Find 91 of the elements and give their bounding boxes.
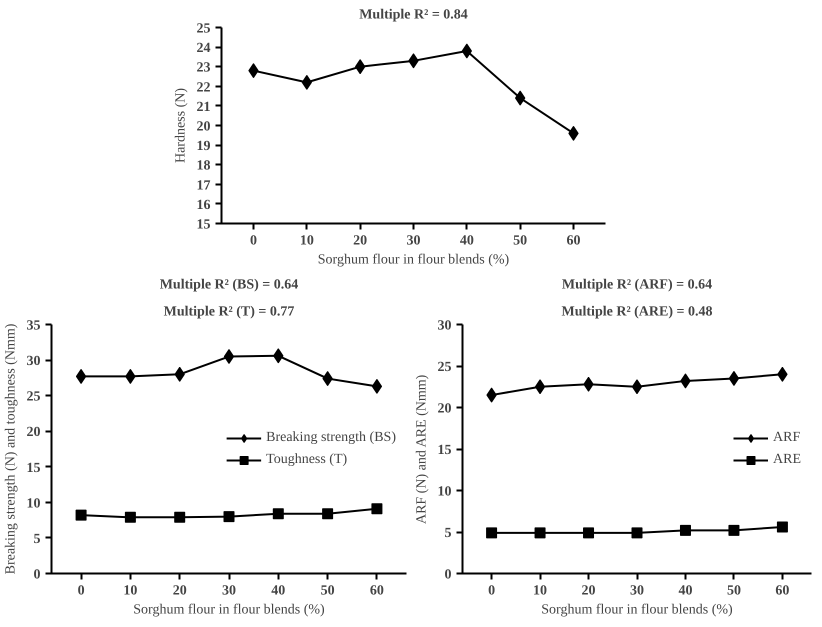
point [583, 376, 594, 392]
y-axis-title: Hardness (N) [174, 88, 188, 164]
x-tick-label: 30 [630, 584, 644, 598]
legend-label: ARE [773, 452, 801, 468]
y-tick-label: 35 [26, 318, 40, 334]
point [125, 368, 136, 384]
x-tick-label: 20 [582, 584, 596, 598]
point [534, 527, 546, 538]
y-tick-label: 22 [196, 80, 210, 96]
legend-label: ARF [773, 430, 800, 446]
y-tick-label: 5 [444, 526, 452, 541]
point [371, 503, 382, 514]
text: Multiple R² (ARE) = 0.48 [562, 304, 712, 320]
x-tick-label: 10 [123, 584, 138, 598]
point [486, 388, 497, 403]
point [680, 373, 691, 388]
x-tick-label: 30 [406, 234, 420, 248]
y-tick-label: 23 [196, 60, 210, 76]
y-tick-label: 24 [196, 41, 210, 56]
y-tick-label: 20 [26, 425, 40, 440]
point [534, 379, 546, 394]
x-axis-title: Sorghum flour in flour blends (%) [133, 602, 326, 618]
x-tick-label: 50 [726, 584, 741, 598]
x-tick-label: 20 [172, 584, 187, 598]
text: Multiple R² = 0.84 [359, 8, 468, 22]
y-tick-label: 10 [26, 496, 40, 512]
y-tick-label: 25 [438, 360, 452, 375]
text: Multiple R² (BS) = 0.64 [160, 278, 298, 292]
point [776, 522, 788, 533]
text: Multiple R² (T) = 0.77 [164, 304, 294, 320]
y-tick-label: 30 [438, 318, 452, 334]
point [728, 370, 740, 386]
x-tick-label: 30 [222, 584, 236, 598]
y-tick-label: 30 [26, 354, 40, 370]
x-tick-label: 60 [566, 234, 580, 248]
point [248, 63, 259, 78]
x-tick-label: 60 [775, 584, 790, 598]
point [224, 349, 234, 364]
point [568, 126, 579, 141]
point [272, 508, 284, 520]
x-axis-title: Sorghum flour in flour blends (%) [318, 252, 510, 268]
y-tick-label: 18 [196, 158, 210, 174]
text: Multiple R² (ARF) = 0.64 [562, 278, 712, 292]
point [174, 512, 186, 523]
y-tick-label: 20 [438, 402, 452, 416]
point [680, 524, 691, 536]
x-tick-label: 40 [460, 234, 474, 248]
y-tick-label: 0 [444, 568, 452, 582]
y-tick-label: 15 [438, 443, 452, 458]
y-tick-label: 0 [34, 568, 40, 582]
x-tick-label: 60 [370, 584, 384, 598]
x-tick-label: 0 [488, 584, 496, 598]
point [322, 371, 333, 386]
point [728, 524, 740, 536]
y-tick-label: 10 [438, 484, 452, 500]
y-tick-label: 19 [196, 139, 210, 154]
point [372, 378, 382, 394]
point [408, 53, 419, 68]
y-tick-label: 25 [26, 390, 40, 405]
x-tick-label: 50 [320, 584, 335, 598]
x-tick-label: 50 [513, 234, 528, 248]
y-tick-label: 25 [196, 22, 210, 36]
point [124, 512, 136, 523]
x-axis-title: Sorghum flour in flour blends (%) [541, 602, 734, 618]
y-tick-label: 15 [196, 218, 210, 232]
legend-label: Toughness (T) [266, 452, 348, 468]
x-tick-label: 10 [300, 234, 314, 248]
x-tick-label: 0 [78, 584, 85, 598]
y-axis-title: ARF (N) and ARE (Nmm) [414, 374, 430, 524]
legend-label: Breaking strength (BS) [266, 430, 396, 446]
x-tick-label: 20 [353, 234, 368, 248]
y-tick-label: 20 [196, 120, 210, 134]
point [583, 527, 594, 538]
point [322, 508, 334, 520]
point [76, 368, 86, 384]
x-tick-label: 10 [533, 584, 548, 598]
x-tick-label: 0 [250, 234, 257, 248]
x-tick-label: 40 [271, 584, 286, 598]
x-tick-label: 40 [678, 584, 692, 598]
y-tick-label: 21 [196, 100, 210, 115]
point [224, 511, 234, 522]
point [632, 379, 642, 394]
y-tick-label: 5 [34, 532, 40, 547]
y-tick-label: 17 [196, 178, 210, 194]
y-axis-title: Breaking strength (N) and toughness (Nmm) [4, 323, 18, 574]
y-tick-label: 16 [196, 198, 210, 213]
y-tick-label: 15 [26, 460, 40, 476]
point [76, 510, 87, 521]
point [777, 366, 788, 382]
point [632, 527, 642, 538]
point [486, 527, 498, 538]
